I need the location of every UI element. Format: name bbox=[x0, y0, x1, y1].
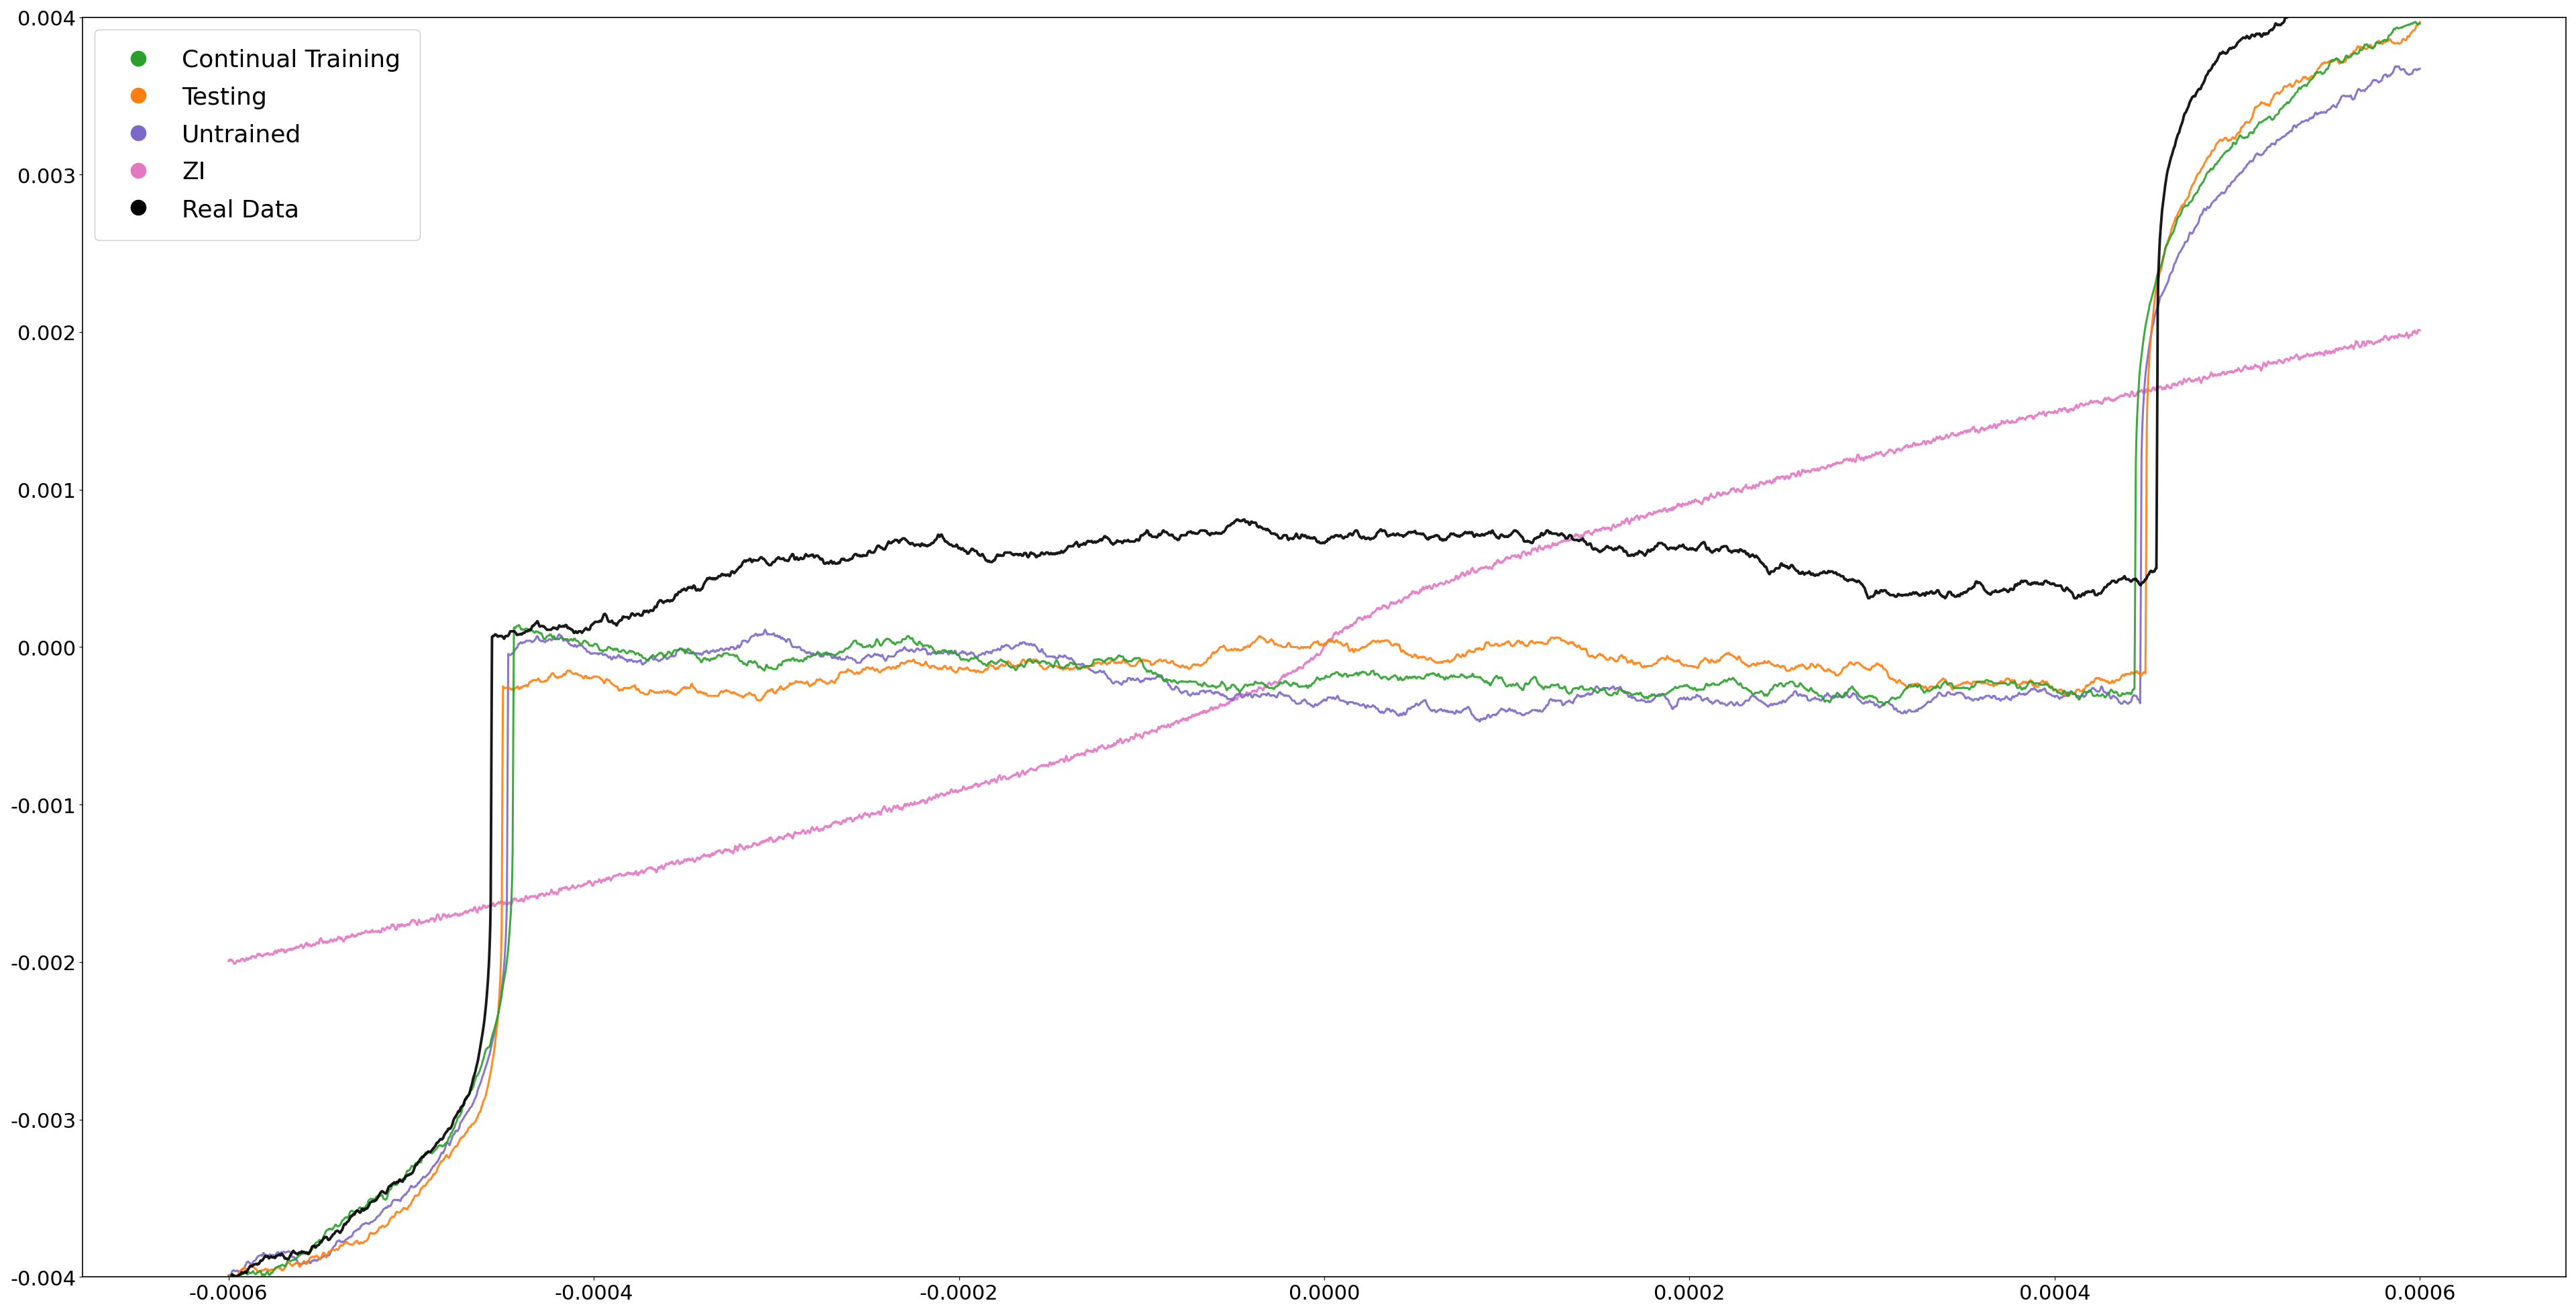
Legend: Continual Training, Testing, Untrained, ZI, Real Data: Continual Training, Testing, Untrained, … bbox=[95, 30, 420, 240]
